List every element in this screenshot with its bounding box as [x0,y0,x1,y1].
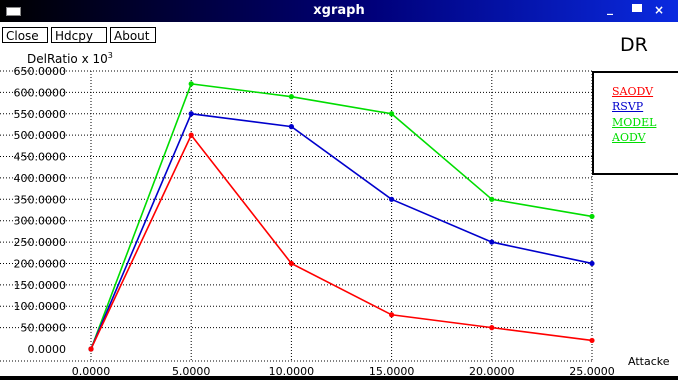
data-point-saodv [188,132,194,138]
legend: SAODV RSVP MODEL AODV [592,71,678,175]
data-point-model [288,94,294,100]
y-axis-label: DelRatio x 103 [27,51,113,66]
series-line-model [90,82,593,350]
y-tick-label: 50.0000 [21,322,67,335]
y-tick-label: 600.0000 [14,86,67,99]
y-tick-label: 500.0000 [14,129,67,142]
data-point-model [489,196,495,202]
data-point-saodv [389,312,395,318]
y-tick-label: 450.0000 [14,151,67,164]
legend-item-rsvp: RSVP [612,100,644,113]
series-points [88,81,595,352]
y-tick-label: 300.0000 [14,215,67,228]
y-tick-label: 250.0000 [14,236,67,249]
y-axis-label-exponent: 3 [107,51,113,60]
x-tick-label: 15.0000 [369,365,415,378]
x-tick-label: 5.0000 [172,365,211,378]
data-point-model [589,213,595,220]
data-point-rsvp [389,196,395,202]
title-bar: xgraph _ × [0,0,678,22]
graph-title: DR [620,34,648,56]
y-tick-label: 100.0000 [14,300,67,313]
series-line-rsvp [90,112,593,350]
y-tick-label: 550.0000 [14,108,67,121]
series-lines [90,82,593,350]
data-point-rsvp [589,260,595,267]
data-point-model [389,111,395,117]
series-line-saodv [90,133,593,350]
window-title: xgraph [313,3,365,18]
grid [0,70,593,362]
x-tick-labels: 0.0000 5.0000 10.0000 15.0000 20.0000 25.0000 [72,365,615,378]
x-tick-label: 25.0000 [569,365,615,378]
maximize-icon[interactable] [632,4,642,12]
data-point-saodv [489,325,495,331]
window-bottom-border [0,376,678,380]
data-point-saodv [288,260,294,267]
y-tick-label: 650.0000 [14,65,67,78]
y-tick-label: 200.0000 [14,257,67,270]
data-point-rsvp [188,111,194,117]
close-icon[interactable]: × [654,3,665,17]
y-tick-label: 150.0000 [14,279,67,292]
y-tick-label: 350.0000 [14,193,67,206]
legend-item-saodv: SAODV [612,85,654,98]
y-tick-labels: 0.0000 50.0000 100.0000 150.0000 200.0000 250… [14,65,67,356]
y-tick-label: 0.0000 [28,343,67,356]
data-point-model [188,81,194,87]
y-axis-label-text: DelRatio x 10 [27,52,108,66]
data-point-rsvp [288,124,294,130]
hdcpy-button[interactable]: Hdcpy [51,27,107,43]
data-point-saodv [589,337,595,344]
x-axis-label: Attacke [628,355,670,368]
data-point-saodv [88,346,94,352]
x-tick-label: 0.0000 [72,365,111,378]
x-tick-label: 20.0000 [469,365,515,378]
y-tick-label: 400.0000 [14,172,67,185]
data-point-rsvp [489,239,495,245]
close-button[interactable]: Close [2,27,48,43]
minimize-icon[interactable]: _ [607,1,613,15]
legend-item-aodv: AODV [612,131,646,144]
x-tick-label: 10.0000 [269,365,315,378]
about-button[interactable]: About [110,27,156,43]
legend-item-model: MODEL [612,116,657,129]
window-menu-icon[interactable] [6,7,21,16]
